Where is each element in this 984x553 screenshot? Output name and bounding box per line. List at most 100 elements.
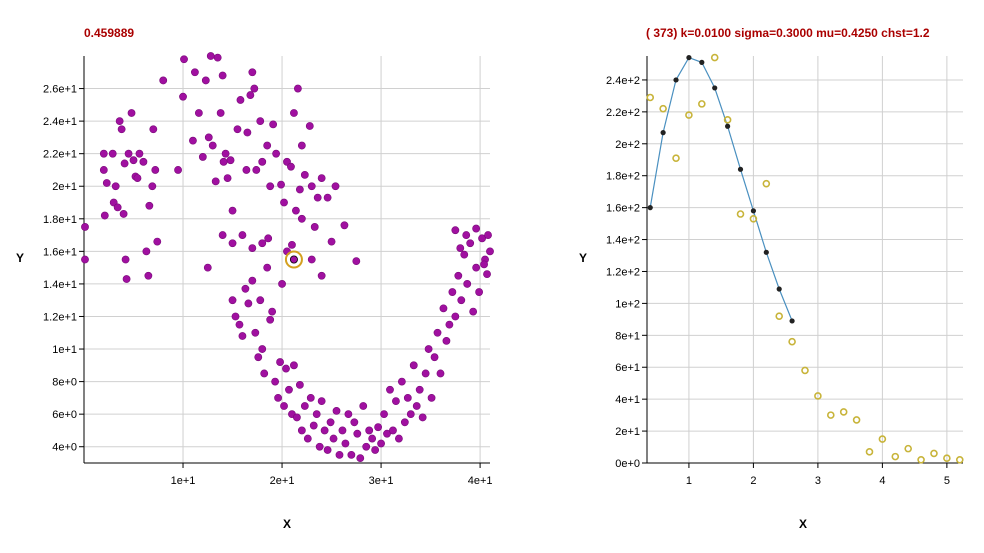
scatter-point (469, 307, 478, 316)
left-points (81, 52, 494, 463)
observed-point (826, 411, 835, 419)
observed-point (672, 154, 680, 162)
scatter-point (439, 304, 448, 313)
scatter-point (341, 439, 350, 448)
right-x-ticks: 1 2 3 4 5 (686, 463, 950, 487)
scatter-point (472, 224, 481, 233)
observed-point (736, 210, 745, 218)
scatter-point (153, 237, 162, 246)
left-y-tick-label: 1.8e+1 (43, 214, 77, 226)
scatter-point (258, 345, 267, 353)
scatter-point (300, 402, 309, 410)
fit-point (686, 54, 692, 61)
scatter-point (242, 166, 251, 174)
scatter-point (306, 393, 315, 402)
observed-point (801, 366, 809, 375)
scatter-point (252, 166, 261, 174)
scatter-point (326, 418, 335, 427)
scatter-point (300, 170, 309, 179)
right-x-tick-label: 1 (686, 475, 692, 487)
scatter-point (213, 53, 222, 62)
scatter-point (409, 361, 418, 370)
scatter-point (235, 320, 244, 329)
scatter-point (228, 239, 237, 248)
right-y-tick-label: 1.2e+2 (606, 266, 640, 278)
right-x-tick-label: 4 (879, 475, 885, 487)
scatter-point (127, 109, 136, 117)
scatter-point (436, 369, 445, 378)
scatter-point (305, 122, 314, 130)
left-y-tick-label: 1.6e+1 (43, 246, 77, 258)
scatter-point (451, 312, 460, 321)
scatter-point (269, 120, 278, 129)
observed-point (685, 111, 693, 119)
right-fit-points (647, 54, 795, 324)
scatter-point (483, 270, 491, 279)
scatter-point (344, 410, 353, 419)
scatter-point (290, 109, 298, 117)
scatter-point (99, 149, 108, 158)
right-x-tick-label: 3 (815, 475, 821, 487)
scatter-point (246, 91, 255, 99)
scatter-point (297, 214, 306, 223)
scatter-point (208, 141, 217, 150)
scatter-point (258, 239, 267, 248)
scatter-point (403, 393, 412, 402)
scatter-point (293, 84, 302, 93)
scatter-point (312, 410, 321, 419)
scatter-point (415, 385, 424, 394)
scatter-point (117, 125, 126, 134)
left-x-tick-label: 4e+1 (468, 475, 493, 487)
observed-point (904, 444, 912, 453)
scatter-point (206, 52, 215, 60)
scatter-point (451, 226, 460, 235)
scatter-point (457, 296, 466, 305)
left-scatter-chart: 0.459889 Y X 1e+1 2e+1 3e+1 4e+1 4e+0 6e+0 8e… (16, 26, 494, 531)
scatter-point (309, 421, 318, 430)
scatter-point (365, 426, 374, 435)
scatter-point (151, 166, 160, 174)
scatter-point (189, 136, 197, 145)
scatter-point (356, 454, 365, 463)
scatter-point (359, 402, 368, 410)
scatter-point (144, 271, 153, 280)
scatter-point (430, 353, 439, 362)
scatter-point (180, 55, 188, 64)
scatter-point (248, 276, 257, 285)
scatter-point (216, 109, 225, 117)
scatter-point (263, 141, 272, 150)
fit-point (750, 208, 757, 214)
scatter-point (307, 255, 316, 264)
scatter-point (353, 429, 362, 438)
scatter-point (102, 179, 111, 187)
scatter-point (421, 369, 430, 378)
scatter-point (135, 149, 144, 158)
left-y-tick-label: 2e+1 (52, 181, 77, 193)
scatter-point (478, 234, 486, 243)
right-x-tick-label: 5 (944, 475, 950, 487)
scatter-point (295, 380, 304, 389)
scatter-point (323, 446, 332, 454)
scatter-point (332, 407, 341, 415)
scatter-point (228, 206, 237, 215)
observed-point (659, 104, 667, 113)
left-y-tick-label: 1.4e+1 (43, 279, 77, 291)
scatter-point (243, 128, 252, 137)
scatter-point (297, 141, 306, 150)
scatter-point (448, 288, 457, 296)
right-y-tick-label: 1.4e+2 (606, 235, 640, 247)
observed-point (749, 215, 758, 223)
scatter-point (264, 234, 273, 243)
scatter-point (327, 237, 336, 246)
scatter-point (248, 68, 257, 77)
right-y-axis-label: Y (579, 251, 587, 265)
right-axes (646, 56, 963, 464)
scatter-point (323, 193, 332, 202)
left-y-tick-label: 8e+0 (52, 377, 77, 389)
scatter-point (256, 296, 265, 305)
scatter-point (463, 280, 472, 288)
scatter-point (368, 434, 377, 443)
observed-point (917, 456, 925, 464)
scatter-point (149, 125, 158, 134)
scatter-point (179, 92, 187, 101)
